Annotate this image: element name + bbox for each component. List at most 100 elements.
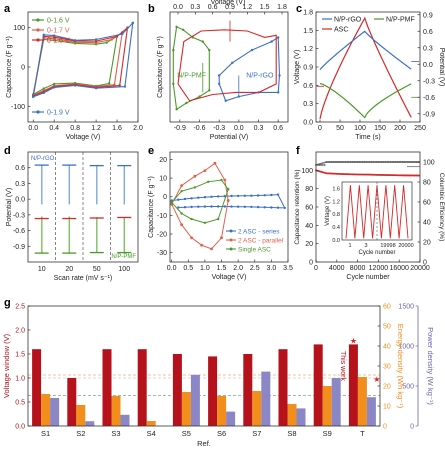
x-tick-label: 150	[374, 125, 386, 132]
retention-point	[358, 173, 361, 176]
cv-point	[193, 174, 197, 178]
annotation: N/P-rGO	[246, 73, 274, 80]
ce-point	[356, 161, 359, 163]
y2-tick-label: 60	[423, 200, 431, 207]
ce-point	[410, 161, 413, 163]
ce-point	[330, 161, 333, 163]
ce-point	[360, 161, 362, 163]
x-tick-label: 1.2	[91, 125, 101, 132]
cv-point	[108, 82, 111, 85]
cv-point	[197, 196, 200, 199]
panel-label: a	[4, 3, 11, 15]
y-tick-label: 100	[13, 25, 25, 32]
cv-point	[230, 194, 233, 198]
retention-point	[341, 173, 343, 175]
retention-point	[379, 174, 381, 176]
plot-frame	[27, 151, 139, 263]
cv-point	[276, 193, 280, 196]
x-axis-label: Potential (V)	[210, 134, 249, 141]
cv-point	[180, 190, 183, 193]
panel-label: e	[148, 145, 154, 157]
cv-point	[73, 84, 77, 87]
y-tick-label: 0	[309, 260, 313, 267]
retention-point	[356, 173, 359, 176]
x2-tick-label: 0.0	[173, 4, 183, 11]
cv-point	[218, 74, 221, 77]
cv-point	[113, 83, 116, 86]
ce-point	[375, 161, 378, 163]
bar-voltage-window	[67, 378, 77, 426]
retention-point	[391, 174, 394, 177]
retention-point	[360, 173, 362, 176]
ce-point	[386, 161, 388, 163]
retention-point	[375, 174, 378, 176]
cv-point	[42, 87, 45, 90]
y-tick-label: 10	[159, 176, 167, 183]
y-tick-label: 0.0	[303, 120, 313, 127]
cv-point	[131, 21, 134, 25]
x-tick-label: S4	[147, 429, 156, 438]
y-axis-label: Voltage window (V)	[2, 333, 11, 398]
retention-point	[372, 173, 375, 176]
y2-axis-label: Energy density (Wh kg⁻¹)	[396, 324, 405, 409]
bar-power-density	[190, 374, 200, 426]
x-tick-label: S9	[323, 429, 332, 438]
x-tick-label: 0.3	[254, 125, 264, 132]
y-tick-label: 1.2	[303, 46, 313, 53]
cv-point	[53, 86, 56, 89]
cv-curve-nprgo	[218, 36, 281, 102]
cv-curve-asc	[177, 29, 277, 102]
cv-point	[203, 205, 207, 208]
cv-point	[53, 82, 56, 86]
y-tick-label: 0.0	[15, 424, 25, 431]
retention-point	[334, 172, 336, 175]
retention-point	[355, 173, 357, 176]
ce-point	[374, 161, 376, 163]
y-tick-label: 40	[305, 223, 313, 230]
ce-point	[394, 161, 397, 163]
star-icon: ★	[373, 375, 380, 384]
cv-point	[198, 95, 201, 98]
cv-point	[170, 201, 173, 204]
cv-point	[270, 206, 273, 209]
gcd-npmf	[319, 82, 412, 119]
cv-point	[73, 39, 77, 42]
retention-point	[386, 174, 388, 177]
legend-label: 0-1.9 V	[47, 110, 70, 117]
cv-point	[243, 194, 246, 197]
gcd-nprgo	[319, 30, 412, 71]
cv-point	[110, 38, 114, 41]
ce-point	[365, 161, 368, 163]
ce-point	[339, 161, 342, 163]
cv-point	[226, 199, 230, 202]
cv-point	[277, 91, 280, 94]
annotation: N/P-PMF	[111, 254, 136, 260]
y2-axis-label: Columbic Efficiency (%)	[438, 173, 445, 242]
bar-power-density	[331, 378, 341, 426]
y3-tick-label: 1500	[398, 304, 414, 311]
y-tick-label: -0.9	[13, 244, 25, 251]
x-tick-label: 3.0	[267, 265, 277, 272]
ce-point	[400, 161, 402, 163]
y2-tick-label: 0	[383, 424, 387, 431]
ce-point	[391, 161, 394, 163]
retention-point	[335, 172, 338, 175]
legend-marker	[229, 238, 233, 242]
retention-point	[348, 173, 350, 176]
bar-power-density	[296, 408, 306, 426]
y-tick-label: 20	[305, 241, 313, 248]
y-tick-label: 2.0	[15, 328, 25, 335]
cv-point	[243, 205, 246, 208]
retention-point	[400, 174, 402, 177]
inset-x-tick-label: 20000	[398, 243, 413, 249]
inset-y-tick-label: 0.8	[332, 212, 340, 218]
y3-tick-label: 0	[410, 424, 414, 431]
retention-point	[389, 174, 392, 177]
ce-point	[335, 161, 338, 163]
legend-label: Single ASC	[238, 247, 271, 254]
legend-label: 2 ASC - series	[238, 229, 280, 236]
bar-voltage-window	[32, 349, 42, 426]
ce-point	[325, 161, 328, 163]
y-tick-label: 1.0	[15, 376, 25, 383]
ce-point	[348, 161, 350, 163]
